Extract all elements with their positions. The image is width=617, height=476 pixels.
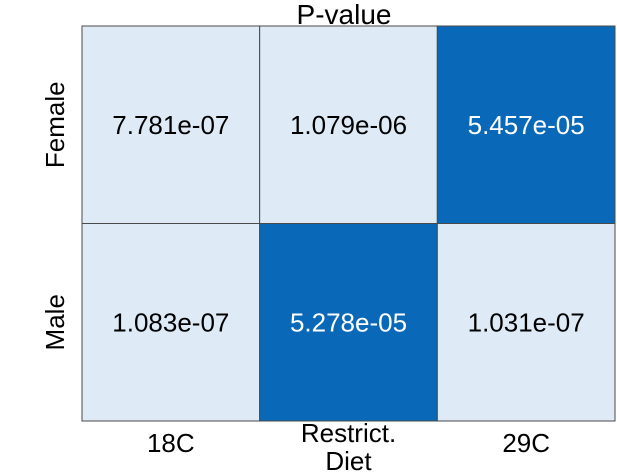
y-tick-label-0: Female (40, 81, 70, 168)
x-tick-label-1-line-1: Diet (325, 446, 372, 476)
cell-value-label-r0-c2: 5.457e-05 (468, 110, 585, 140)
x-tick-labels: 18C Restrict. Diet 29C (147, 418, 550, 476)
x-tick-label-2: 29C (502, 428, 550, 458)
heatmap-cell-r1-c1 (259, 223, 438, 422)
heatmap-cell-r0-c1 (259, 25, 438, 224)
y-tick-labels: Female Male (40, 81, 70, 350)
heatmap-cell-r0-c0 (81, 25, 261, 224)
heatmap-cell-r1-c2 (436, 223, 616, 422)
cell-value-label-r1-c2: 1.031e-07 (468, 307, 585, 337)
cell-value-label-r1-c0: 1.083e-07 (112, 307, 229, 337)
x-tick-label-1: Restrict. Diet (301, 418, 396, 476)
heatmap-cells: 7.781e-07 1.079e-06 5.457e-05 1.083e-07 5.27… (81, 25, 616, 422)
cell-value-label-r1-c1: 5.278e-05 (290, 307, 407, 337)
chart-title: P-value (297, 0, 392, 30)
x-tick-label-0: 18C (147, 428, 195, 458)
heatmap-cell-r0-c2 (436, 25, 616, 224)
cell-value-label-r0-c0: 7.781e-07 (112, 110, 229, 140)
y-tick-label-1: Male (40, 294, 70, 350)
heatmap-cell-r1-c0 (81, 223, 261, 422)
x-tick-label-1-line-0: Restrict. (301, 418, 396, 448)
cell-value-label-r0-c1: 1.079e-06 (290, 110, 407, 140)
